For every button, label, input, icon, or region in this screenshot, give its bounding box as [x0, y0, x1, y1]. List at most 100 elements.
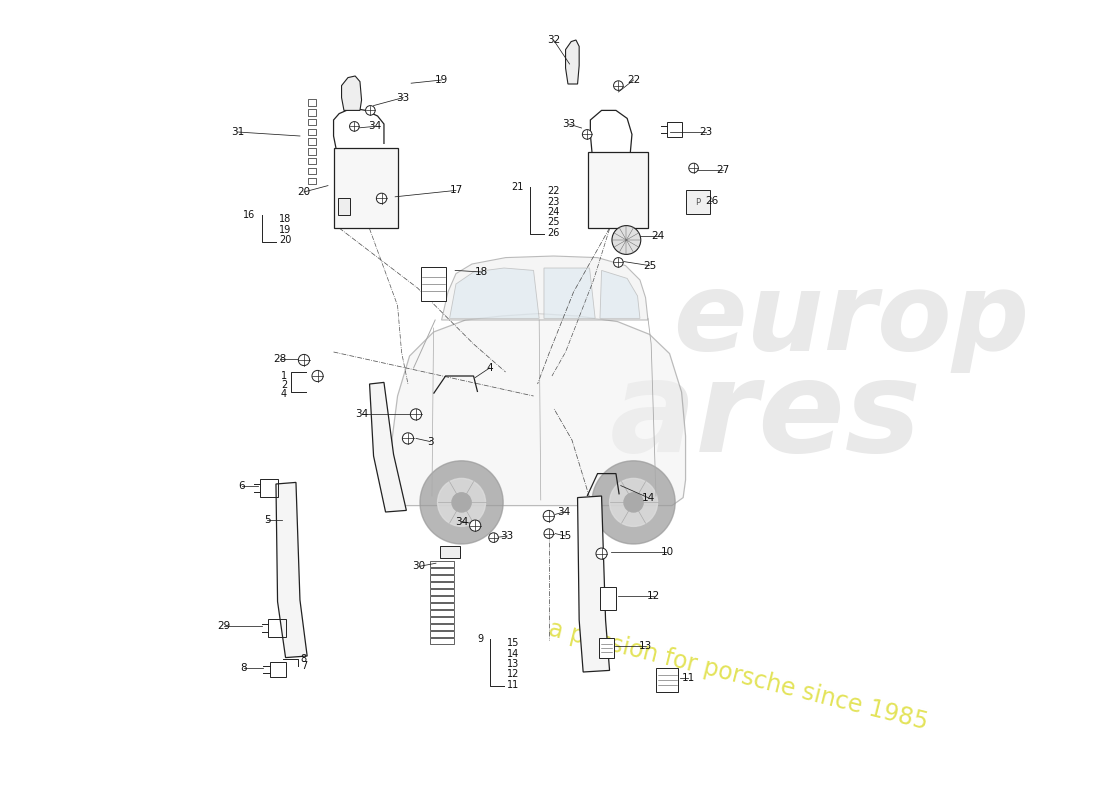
Bar: [430, 561, 453, 567]
Bar: [656, 668, 679, 692]
Text: 34: 34: [367, 122, 381, 131]
Bar: [430, 568, 453, 574]
Text: 13: 13: [639, 642, 652, 651]
Text: 24: 24: [547, 207, 560, 217]
Bar: [430, 624, 453, 630]
Circle shape: [596, 548, 607, 559]
Text: 11: 11: [681, 674, 694, 683]
Text: 23: 23: [547, 197, 560, 206]
Text: 2: 2: [280, 380, 287, 390]
Text: 27: 27: [716, 165, 729, 174]
Bar: [338, 198, 351, 215]
Circle shape: [420, 461, 503, 544]
Bar: [430, 582, 453, 588]
Text: 21: 21: [510, 182, 524, 192]
Bar: [308, 178, 316, 184]
Circle shape: [624, 493, 644, 512]
Text: 8: 8: [241, 663, 248, 673]
Bar: [600, 638, 614, 658]
Polygon shape: [450, 268, 539, 318]
Circle shape: [543, 510, 554, 522]
Bar: [270, 662, 286, 677]
Bar: [440, 546, 460, 558]
Text: 18: 18: [475, 267, 488, 277]
Text: 3: 3: [427, 437, 433, 446]
Polygon shape: [392, 314, 685, 506]
Bar: [308, 99, 316, 106]
Text: 19: 19: [279, 225, 292, 234]
Bar: [308, 129, 316, 135]
Circle shape: [582, 130, 592, 139]
Polygon shape: [600, 270, 640, 318]
Circle shape: [544, 529, 553, 538]
Text: 18: 18: [279, 214, 292, 224]
Bar: [668, 122, 682, 137]
Text: 25: 25: [547, 218, 560, 227]
Text: 19: 19: [434, 75, 448, 85]
Circle shape: [376, 193, 387, 204]
Text: europ: europ: [673, 267, 1030, 373]
Text: 12: 12: [507, 670, 519, 679]
Circle shape: [488, 533, 498, 542]
Bar: [685, 190, 710, 214]
Bar: [308, 168, 316, 174]
Bar: [308, 119, 316, 126]
Text: 8: 8: [300, 654, 307, 664]
Text: 20: 20: [297, 187, 310, 197]
Text: 22: 22: [627, 75, 640, 85]
Polygon shape: [370, 382, 406, 512]
Text: 5: 5: [264, 515, 271, 525]
Text: 12: 12: [647, 591, 660, 601]
Text: 34: 34: [455, 517, 469, 526]
Bar: [600, 587, 616, 610]
Text: 6: 6: [239, 482, 245, 491]
Bar: [430, 630, 453, 637]
Circle shape: [365, 106, 375, 115]
Text: 29: 29: [218, 621, 231, 630]
Text: 15: 15: [507, 638, 519, 648]
Circle shape: [438, 478, 485, 526]
Text: 33: 33: [396, 93, 410, 102]
Text: a passion for porsche since 1985: a passion for porsche since 1985: [546, 617, 930, 735]
Text: 1: 1: [280, 371, 287, 381]
Circle shape: [614, 258, 624, 267]
Polygon shape: [441, 256, 648, 320]
Circle shape: [592, 461, 675, 544]
Text: 10: 10: [661, 547, 673, 557]
Polygon shape: [578, 496, 609, 672]
Text: 11: 11: [507, 680, 519, 690]
Text: 28: 28: [273, 354, 287, 364]
Bar: [430, 589, 453, 595]
Bar: [430, 602, 453, 609]
Text: 9: 9: [477, 634, 483, 644]
Polygon shape: [276, 482, 307, 658]
Bar: [421, 267, 447, 301]
Text: 31: 31: [231, 127, 244, 137]
Text: P: P: [695, 198, 700, 207]
Bar: [308, 109, 316, 115]
Text: 7: 7: [300, 661, 307, 670]
Circle shape: [298, 354, 309, 366]
Text: 14: 14: [641, 493, 654, 502]
Bar: [430, 574, 453, 581]
Text: 20: 20: [279, 235, 292, 245]
Bar: [430, 595, 453, 602]
Bar: [430, 638, 453, 644]
Polygon shape: [565, 40, 580, 84]
Circle shape: [350, 122, 360, 131]
Text: 33: 33: [562, 119, 575, 129]
Circle shape: [312, 370, 323, 382]
Text: 14: 14: [507, 649, 519, 658]
Text: 30: 30: [412, 562, 426, 571]
Text: 34: 34: [558, 507, 571, 517]
Text: ares: ares: [609, 354, 922, 478]
Text: 32: 32: [547, 35, 560, 45]
Text: 4: 4: [486, 363, 493, 373]
Circle shape: [452, 493, 471, 512]
Text: 33: 33: [500, 531, 514, 541]
Bar: [430, 610, 453, 616]
Text: 26: 26: [547, 228, 560, 238]
Text: 17: 17: [449, 186, 463, 195]
Bar: [260, 479, 277, 497]
Text: 15: 15: [559, 531, 572, 541]
